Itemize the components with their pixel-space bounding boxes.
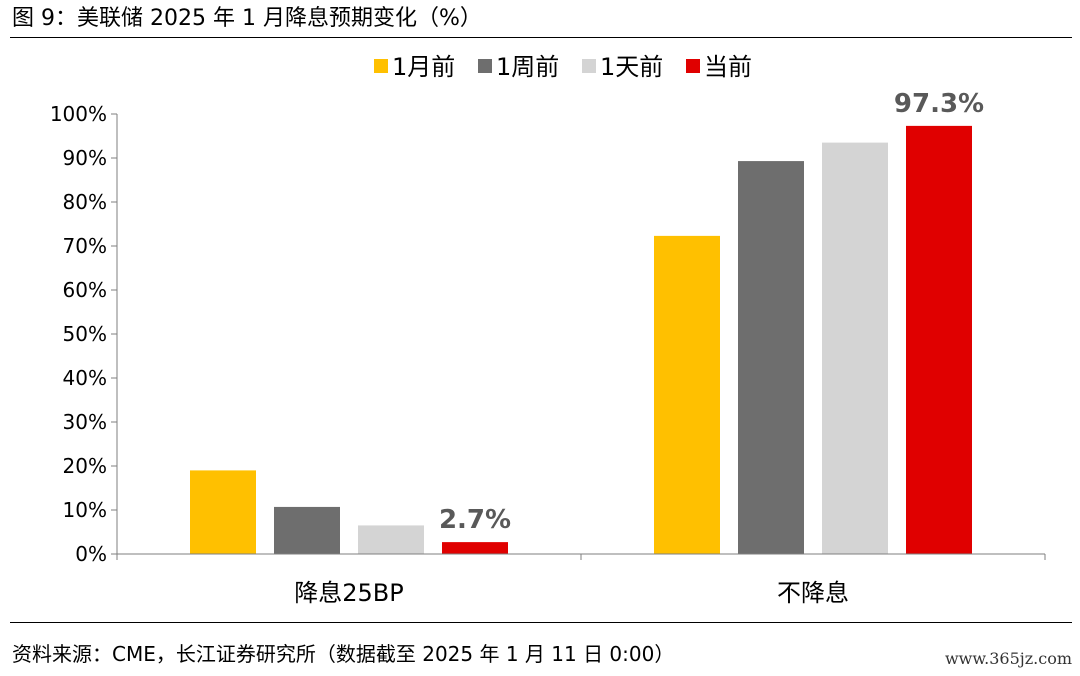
watermark: www.365jz.com <box>944 649 1072 668</box>
y-tick-label: 20% <box>63 454 107 478</box>
legend-swatch-2 <box>582 59 596 73</box>
y-tick-label: 10% <box>63 498 107 522</box>
bar-0-3 <box>442 542 508 554</box>
y-tick-label: 80% <box>63 190 107 214</box>
y-tick-label: 90% <box>63 146 107 170</box>
bar-chart: 1月前 1周前 1天前 当前 0% 10% 20% 30% 40% 50% 60% 70% 80% 90… <box>50 53 1046 607</box>
y-tick-label: 70% <box>63 234 107 258</box>
chart-title: 图 9：美联储 2025 年 1 月降息预期变化（%） <box>12 6 482 31</box>
y-tick-label: 60% <box>63 278 107 302</box>
y-axis: 0% 10% 20% 30% 40% 50% 60% 70% 80% 90% 100% <box>50 102 118 566</box>
bar-1-1 <box>738 161 804 554</box>
legend-swatch-1 <box>478 59 492 73</box>
bar-0-2 <box>358 525 424 554</box>
bar-1-2 <box>822 142 888 554</box>
data-labels: 2.7% 97.3% <box>439 89 984 535</box>
x-category-label: 不降息 <box>777 579 849 607</box>
legend-swatch-0 <box>374 59 388 73</box>
bar-1-0 <box>654 235 720 554</box>
data-label-0-3: 2.7% <box>439 505 511 535</box>
data-label-1-3: 97.3% <box>894 89 984 119</box>
legend-swatch-3 <box>686 59 700 73</box>
y-tick-label: 50% <box>63 322 107 346</box>
title-rule <box>10 37 1072 38</box>
bar-0-0 <box>190 470 256 554</box>
bar-0-1 <box>274 506 340 554</box>
bars <box>190 125 972 554</box>
y-tick-label: 40% <box>63 366 107 390</box>
bar-1-3 <box>906 125 972 554</box>
source-note: 资料来源：CME，长江证券研究所（数据截至 2025 年 1 月 11 日 0:… <box>12 642 675 666</box>
y-tick-label: 0% <box>75 542 107 566</box>
x-axis: 降息25BP 不降息 <box>116 553 1046 607</box>
legend-label-3: 当前 <box>704 53 752 81</box>
footer-rule <box>10 622 1072 623</box>
chart-legend: 1月前 1周前 1天前 当前 <box>374 53 752 81</box>
x-category-label: 降息25BP <box>294 579 403 607</box>
y-tick-label: 30% <box>63 410 107 434</box>
legend-label-2: 1天前 <box>600 53 663 81</box>
y-tick-label: 100% <box>50 102 107 126</box>
legend-label-1: 1周前 <box>496 53 559 81</box>
legend-label-0: 1月前 <box>392 53 455 81</box>
